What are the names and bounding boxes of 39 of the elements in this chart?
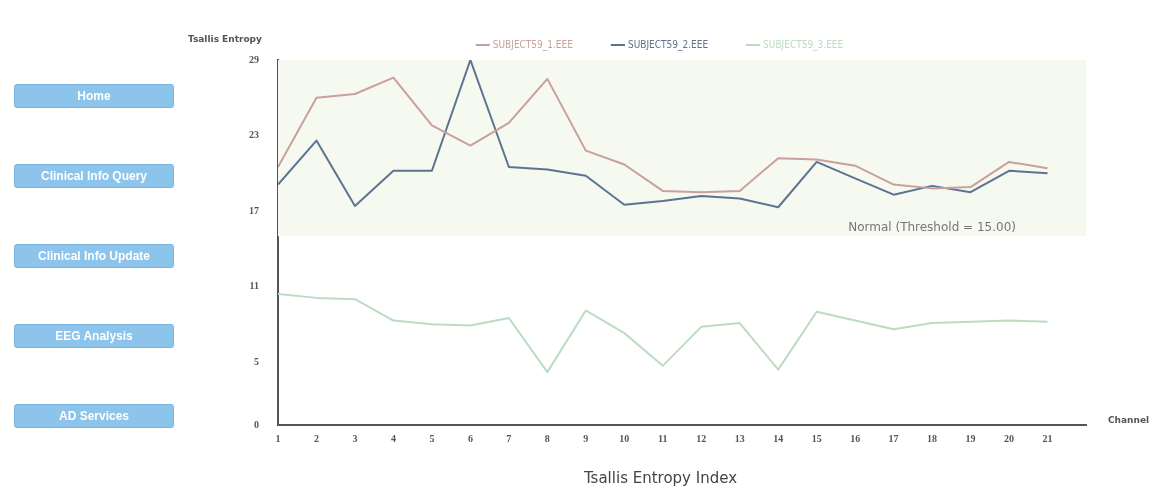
x-tick-label: 11: [658, 432, 668, 444]
x-tick-label: 14: [773, 432, 784, 444]
x-tick-label: 4: [390, 432, 396, 444]
y-tick-label: 29: [249, 53, 259, 65]
x-tick-label: 1: [275, 432, 281, 444]
x-tick-label: 19: [965, 432, 976, 444]
y-tick-label: 11: [249, 280, 259, 292]
legend-label: SUBJECT59_3.EEE: [763, 38, 844, 51]
y-axis-title: Tsallis Entropy: [188, 33, 263, 44]
y-tick-label: 5: [254, 355, 259, 367]
x-tick-label: 13: [734, 432, 745, 444]
band-label: Normal (Threshold = 15.00): [848, 220, 1016, 235]
y-tick-label: 23: [249, 129, 259, 141]
legend-label: SUBJECT59_2.EEE: [627, 38, 709, 51]
x-tick-label: 9: [583, 432, 589, 444]
x-tick-label: 12: [696, 432, 707, 444]
x-tick-label: 16: [850, 432, 861, 444]
x-tick-label: 7: [506, 432, 512, 444]
x-tick-label: 6: [467, 432, 473, 444]
y-tick-label: 0: [254, 418, 259, 430]
legend-label: SUBJECT59_1.EEE: [492, 38, 574, 51]
y-tick-label: 17: [249, 204, 259, 216]
x-tick-label: 15: [811, 432, 822, 444]
text: Clinical Info Update: [14, 244, 174, 268]
x-tick-label: 18: [927, 432, 938, 444]
x-tick-label: 3: [352, 432, 358, 444]
x-tick-label: 5: [429, 432, 435, 444]
text: Home: [14, 84, 174, 108]
text: AD Services: [14, 404, 174, 428]
x-tick-label: 2: [313, 432, 319, 444]
x-tick-label: 20: [1004, 432, 1015, 444]
text: EEG Analysis: [14, 324, 174, 348]
text: Clinical Info Query: [14, 164, 174, 188]
x-tick-label: 21: [1042, 432, 1053, 444]
x-tick-label: 17: [888, 432, 899, 444]
text: Tsallis Entropy Index: [582, 468, 738, 487]
x-tick-label: 10: [619, 432, 630, 444]
x-tick-label: 8: [544, 432, 550, 444]
x-axis-title: Channel: [1108, 415, 1150, 426]
